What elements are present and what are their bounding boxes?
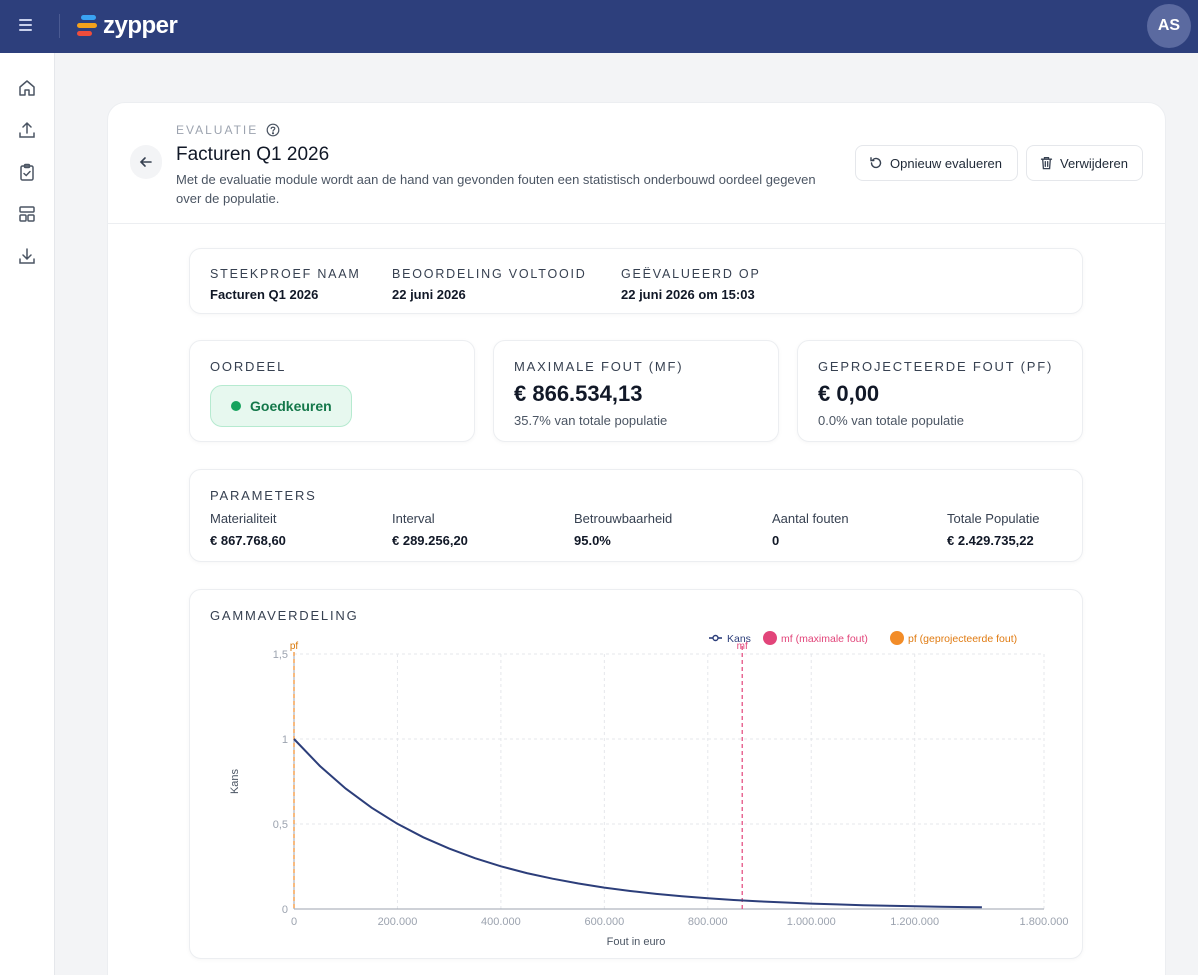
param-value: € 867.768,60 [210, 533, 286, 548]
evaluated-block: GEËVALUEERD OP 22 juni 2026 om 15:03 [621, 267, 761, 302]
verdict-badge: Goedkeuren [210, 385, 352, 427]
layout-icon[interactable] [17, 204, 37, 224]
brand-name: zypper [103, 12, 178, 39]
eyebrow-label: EVALUATIE [176, 123, 259, 137]
review-done-block: BEOORDELING VOLTOOID 22 juni 2026 [392, 267, 587, 302]
param-label: Aantal fouten [772, 511, 849, 526]
sample-name-block: STEEKPROEF NAAM Facturen Q1 2026 [210, 267, 361, 302]
help-icon[interactable] [266, 123, 280, 137]
max-error-box: MAXIMALE FOUT (MF) € 866.534,13 35.7% va… [493, 340, 779, 442]
sidebar [0, 53, 55, 975]
kans-series-line [293, 738, 982, 909]
verdict-label: OORDEEL [210, 359, 287, 374]
param-label: Interval [392, 511, 435, 526]
reevaluate-label: Opnieuw evalueren [890, 155, 1003, 171]
projected-error-box: GEPROJECTEERDE FOUT (PF) € 0,00 0.0% van… [797, 340, 1083, 442]
param-label: Materialiteit [210, 511, 277, 526]
gamma-chart-box: GAMMAVERDELING 0 200.000 400.000 600.000 800… [189, 589, 1083, 959]
page-title: Facturen Q1 2026 [176, 144, 330, 165]
param-value: € 2.429.735,22 [947, 533, 1034, 548]
y-tick-label: 0 [282, 904, 288, 916]
review-done-value: 22 juni 2026 [392, 287, 466, 302]
home-icon[interactable] [17, 78, 37, 98]
page-description: Met de evaluatie module wordt aan de han… [176, 172, 816, 206]
pf-marker-label: pf [290, 641, 299, 652]
x-tick-label: 800.000 [688, 916, 728, 928]
param-label: Betrouwbaarheid [574, 511, 673, 526]
logo-mark-icon [77, 14, 97, 38]
x-tick-label: 600.000 [584, 916, 624, 928]
param-label: Totale Populatie [947, 511, 1040, 526]
gamma-chart: 0 200.000 400.000 600.000 800.000 1.000.000 1.… [229, 631, 1069, 948]
legend-mf-swatch [763, 631, 777, 645]
evaluated-value: 22 juni 2026 om 15:03 [621, 287, 755, 302]
x-tick-label: 0 [291, 916, 297, 928]
mf-marker-label: mf [737, 641, 748, 652]
param-value: 0 [772, 533, 780, 548]
arrow-left-icon [139, 157, 152, 167]
y-tick-label: 1 [282, 734, 288, 746]
x-axis-label: Fout in euro [607, 936, 666, 948]
download-icon[interactable] [17, 246, 37, 266]
clipboard-check-icon[interactable] [17, 162, 37, 182]
sample-name-value: Facturen Q1 2026 [210, 287, 319, 302]
legend-pf-label: pf (geprojecteerde fout) [908, 633, 1017, 645]
param-interval: Interval € 289.256,20 [392, 511, 468, 548]
verdict-value: Goedkeuren [250, 398, 332, 414]
param-total-population: Totale Populatie € 2.429.735,22 [947, 511, 1040, 548]
refresh-icon [870, 157, 882, 169]
param-confidence: Betrouwbaarheid 95.0% [574, 511, 672, 548]
legend-mf-label: mf (maximale fout) [781, 633, 868, 645]
legend-pf-swatch [890, 631, 904, 645]
sample-info-box: STEEKPROEF NAAM Facturen Q1 2026 BEOORDE… [189, 248, 1083, 314]
reevaluate-button[interactable]: Opnieuw evalueren [855, 145, 1018, 181]
max-error-value: € 866.534,13 [514, 381, 643, 406]
review-done-label: BEOORDELING VOLTOOID [392, 267, 587, 281]
verdict-box: OORDEEL Goedkeuren [189, 340, 475, 442]
upload-icon[interactable] [17, 120, 37, 140]
x-tick-label: 1.000.000 [787, 916, 836, 928]
x-tick-label: 200.000 [378, 916, 418, 928]
back-button[interactable] [130, 145, 162, 179]
topbar-divider [59, 14, 60, 38]
param-value: € 289.256,20 [392, 533, 468, 548]
delete-label: Verwijderen [1060, 155, 1128, 171]
evaluated-label: GEËVALUEERD OP [621, 267, 761, 281]
x-tick-label: 400.000 [481, 916, 521, 928]
top-bar: zypper AS [0, 0, 1198, 53]
section-eyebrow: EVALUATIE [176, 123, 280, 137]
param-materiality: Materialiteit € 867.768,60 [210, 511, 286, 548]
legend-kans-marker [712, 634, 719, 642]
max-error-label: MAXIMALE FOUT (MF) [514, 359, 684, 374]
param-value: 95.0% [574, 533, 611, 548]
projected-error-value: € 0,00 [818, 381, 880, 406]
sample-name-label: STEEKPROEF NAAM [210, 267, 361, 281]
y-tick-label: 1,5 [273, 649, 288, 661]
y-tick-label: 0,5 [273, 819, 288, 831]
max-error-share: 35.7% van totale populatie [514, 413, 668, 428]
delete-button[interactable]: Verwijderen [1026, 145, 1143, 181]
brand-logo[interactable]: zypper [77, 12, 178, 40]
parameters-box: PARAMETERS Materialiteit € 867.768,60 In… [189, 469, 1083, 562]
param-error-count: Aantal fouten 0 [772, 511, 849, 548]
status-dot-icon [231, 401, 241, 411]
header-divider [108, 223, 1165, 224]
trash-icon [1040, 156, 1053, 170]
user-avatar[interactable]: AS [1147, 4, 1191, 48]
projected-error-label: GEPROJECTEERDE FOUT (PF) [818, 359, 1054, 374]
menu-icon[interactable] [17, 16, 37, 36]
y-axis-label: Kans [229, 768, 241, 794]
legend-kans-label: Kans [727, 633, 751, 645]
x-tick-label: 1.800.000 [1020, 916, 1069, 928]
parameters-title: PARAMETERS [210, 488, 317, 503]
projected-error-share: 0.0% van totale populatie [818, 413, 964, 428]
x-tick-label: 1.200.000 [890, 916, 939, 928]
chart-title: GAMMAVERDELING [210, 608, 359, 623]
